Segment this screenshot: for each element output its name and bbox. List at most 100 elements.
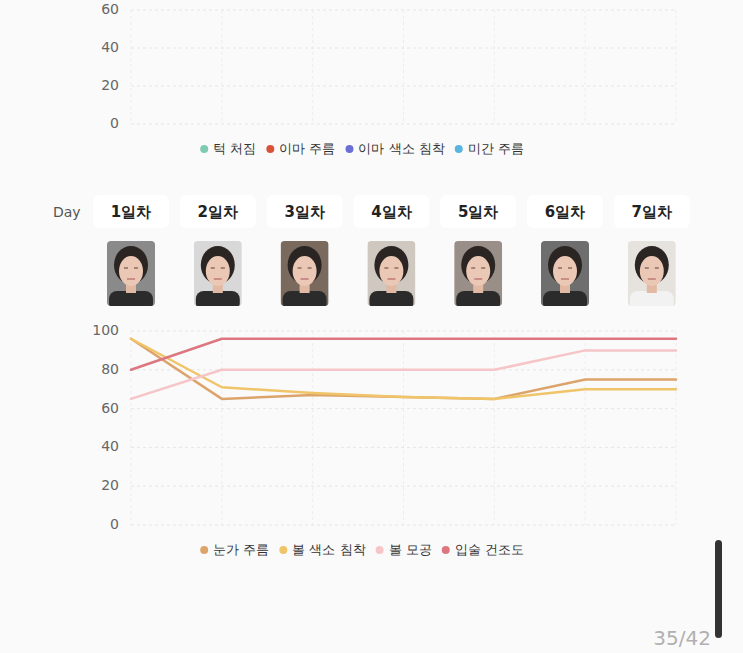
photo-mouth xyxy=(214,278,222,280)
legend-marker xyxy=(345,145,353,153)
photo-eye xyxy=(384,267,388,268)
x-grid-line xyxy=(494,10,495,124)
photo-mouth xyxy=(387,278,395,280)
photo-inner xyxy=(367,241,415,306)
x-grid-line xyxy=(131,10,132,124)
legend-marker xyxy=(442,546,450,554)
photo xyxy=(281,241,329,311)
y-grid-line xyxy=(131,331,676,332)
photo-inner xyxy=(454,241,502,306)
legend: 턱 처짐 이마 주름 이마 색소 침착 미간 주름 xyxy=(200,141,524,156)
photo-eye xyxy=(124,267,128,268)
x-grid-line xyxy=(312,10,313,124)
photo-face xyxy=(293,256,317,286)
y-tick-label: 40 xyxy=(101,438,119,454)
y-tick-label: 20 xyxy=(101,477,119,493)
legend-marker xyxy=(266,145,274,153)
legend: 눈가 주름볼 색소 침착볼 모공입술 건조도 xyxy=(200,542,524,557)
legend-label: 볼 모공 xyxy=(389,542,432,557)
photo-eye xyxy=(308,267,312,268)
y-grid-line xyxy=(131,447,676,448)
photo-mouth xyxy=(648,278,656,280)
photo-eye xyxy=(471,267,475,268)
day-box xyxy=(180,195,256,228)
photo-body xyxy=(456,291,500,306)
series-line xyxy=(131,339,676,370)
photo xyxy=(367,241,415,311)
series-line xyxy=(131,339,676,399)
series-line xyxy=(131,339,676,399)
photo-body xyxy=(196,291,240,306)
photo-eye xyxy=(558,267,562,268)
legend-label: 미간 주름 xyxy=(468,141,524,156)
photo-eye xyxy=(298,267,302,268)
day-label: Day xyxy=(53,204,81,220)
x-grid-line xyxy=(312,331,313,525)
y-grid-line xyxy=(131,124,676,125)
photo-eye xyxy=(134,267,138,268)
legend-marker xyxy=(200,145,208,153)
y-tick-label: 40 xyxy=(101,39,119,55)
photo-mouth xyxy=(127,278,135,280)
photo-eye xyxy=(645,267,649,268)
x-grid-line xyxy=(403,10,404,124)
photo xyxy=(541,241,589,311)
page: 0 20 40 60 턱 처짐 이마 주름 이마 색소 침착 미간 주름 0 20 40 60 80 10… xyxy=(0,0,743,653)
photo-mouth xyxy=(474,278,482,280)
photo-inner xyxy=(281,241,329,306)
photo-inner xyxy=(541,241,589,306)
legend-marker xyxy=(200,546,208,554)
day-box xyxy=(440,195,516,228)
background xyxy=(0,0,743,653)
x-grid-line xyxy=(676,331,677,525)
photo-body xyxy=(630,291,674,306)
legend-label: 이마 색소 침착 xyxy=(358,141,444,156)
day-box xyxy=(267,195,343,228)
photo-face xyxy=(553,256,577,286)
photo-eye xyxy=(655,267,659,268)
y-tick-label: 20 xyxy=(101,77,119,93)
photo-inner xyxy=(194,241,242,306)
photo-face xyxy=(379,256,403,286)
x-grid-line xyxy=(494,331,495,525)
day-header: Day1일차2일차3일차4일차5일차6일차7일차 xyxy=(53,195,690,311)
photo-body xyxy=(369,291,413,306)
x-grid-line xyxy=(585,331,586,525)
y-grid-line xyxy=(131,86,676,87)
photo xyxy=(454,241,502,311)
photo-face xyxy=(640,256,664,286)
photo-eye xyxy=(221,267,225,268)
legend-marker xyxy=(279,546,287,554)
photo-face xyxy=(466,256,490,286)
photo xyxy=(628,241,676,311)
legend-marker xyxy=(376,546,384,554)
photo-body xyxy=(283,291,327,306)
day-box xyxy=(614,195,690,228)
y-grid-line xyxy=(131,408,676,409)
day-text: 1일차 xyxy=(111,203,151,221)
y-tick-label: 60 xyxy=(101,400,119,416)
photo-body xyxy=(543,291,587,306)
photo-body xyxy=(109,291,153,306)
legend-label: 볼 색소 침착 xyxy=(292,542,365,557)
y-grid-line xyxy=(131,10,676,11)
chart: 0 20 40 60 턱 처짐 이마 주름 이마 색소 침착 미간 주름 xyxy=(101,1,676,156)
legend-label: 눈가 주름 xyxy=(213,542,269,557)
y-tick-label: 0 xyxy=(110,516,119,532)
legend-label: 턱 처짐 xyxy=(213,141,256,156)
photo xyxy=(107,241,155,311)
x-grid-line xyxy=(585,10,586,124)
day-box xyxy=(353,195,429,228)
photo-eye xyxy=(394,267,398,268)
y-tick-label: 60 xyxy=(101,1,119,17)
y-tick-label: 80 xyxy=(101,361,119,377)
day-box xyxy=(93,195,169,228)
y-tick-label: 0 xyxy=(110,115,119,131)
lines xyxy=(131,339,676,399)
legend-label: 이마 주름 xyxy=(279,141,335,156)
y-tick-label: 100 xyxy=(92,322,119,338)
y-grid-line xyxy=(131,486,676,487)
day-text: 6일차 xyxy=(545,203,585,221)
photo-face xyxy=(206,256,230,286)
x-grid-line xyxy=(676,10,677,124)
